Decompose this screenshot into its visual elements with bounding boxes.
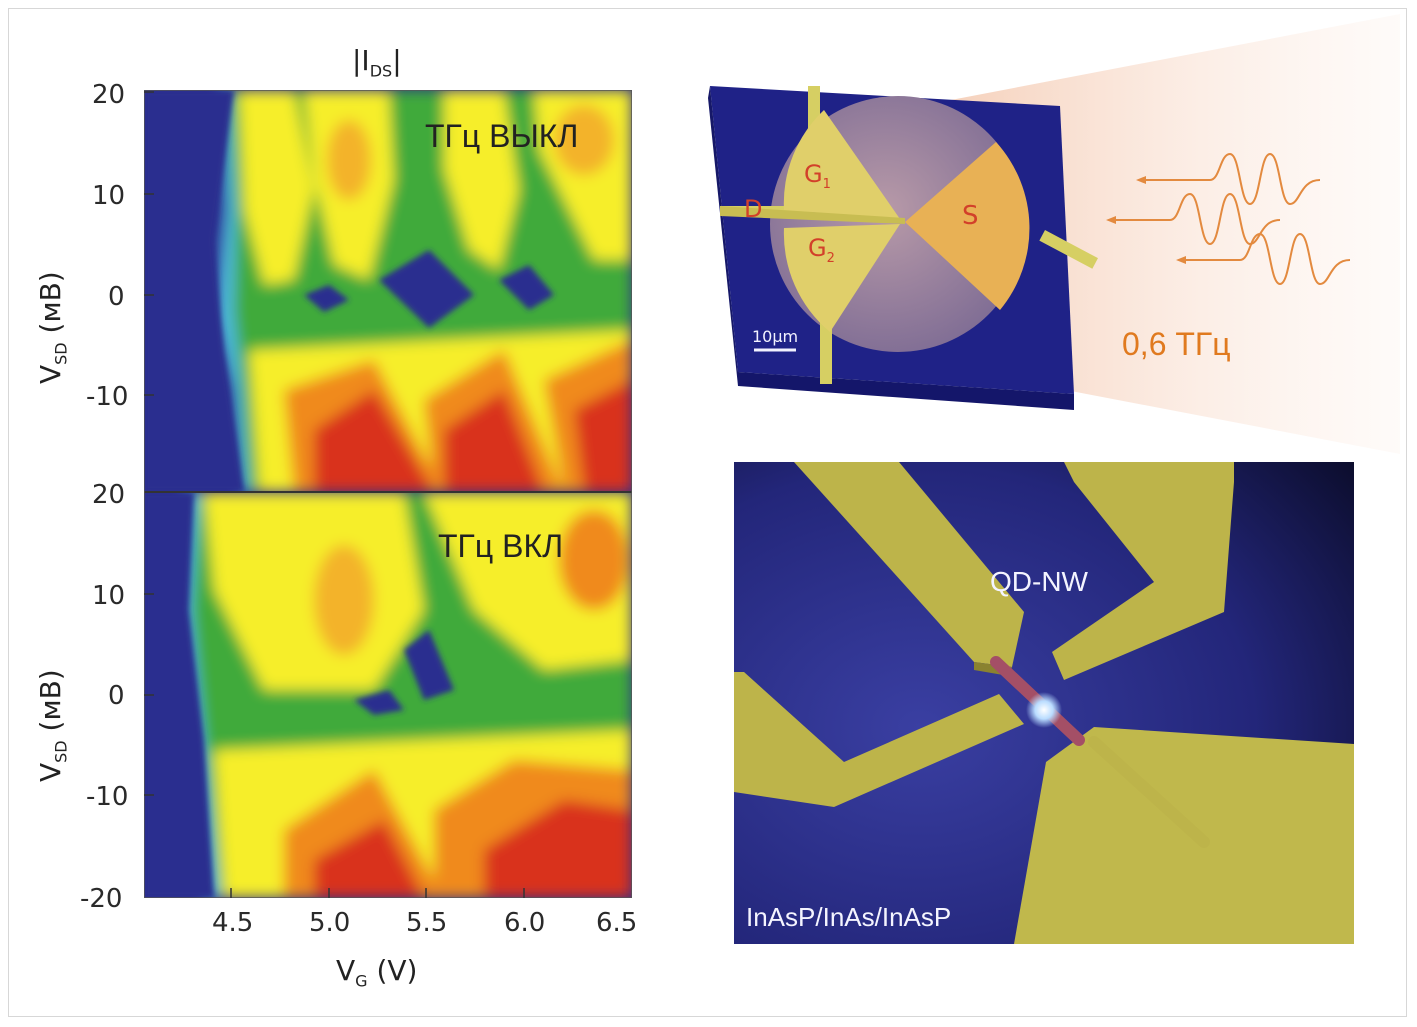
frequency-label: 0,6 ТГц [1122, 326, 1231, 362]
nanowire-tail [1088, 736, 1210, 848]
scale-bar-label: 10μm [752, 327, 798, 346]
top-ytick: 0 [108, 282, 125, 312]
top-y-axis-label: VSD (мВ) [34, 271, 71, 384]
bottom-ytick: 10 [92, 581, 126, 611]
qd-nw-label: QD-NW [990, 566, 1088, 597]
top-map [144, 90, 632, 492]
figure-frame [8, 8, 1407, 1017]
g2-label: G2 [808, 234, 835, 266]
bottom-ytick: 20 [92, 480, 126, 510]
xtick: 4.5 [212, 908, 254, 938]
top-ytick: 20 [92, 80, 126, 110]
xtick: 5.0 [309, 908, 351, 938]
source-lead [1039, 230, 1098, 269]
plot-title: |IDS| [352, 44, 402, 81]
source-electrode [905, 142, 1030, 310]
chip-side [708, 86, 738, 386]
top-ytick: 10 [92, 181, 126, 211]
bottom-y-axis-label: VSD (мВ) [34, 669, 71, 782]
top-panel-label: ТГц ВЫКЛ [425, 118, 579, 154]
bottom-ytick: 0 [108, 681, 125, 711]
bottom-map [144, 492, 632, 898]
x-axis-label: VG (V) [336, 954, 418, 991]
material-label: InAsP/InAs/InAsP [746, 902, 952, 932]
thz-waves [1110, 152, 1351, 286]
wave-arrowhead [1176, 256, 1186, 264]
xtick: 6.5 [596, 908, 638, 938]
xtick: 5.5 [406, 908, 448, 938]
drain-label: D [744, 195, 762, 223]
electrode-top-right [1052, 462, 1234, 680]
conductance-maps [144, 90, 632, 898]
wave-arrowhead [1136, 176, 1146, 184]
wave-arrowhead [1106, 216, 1116, 224]
gate-g1 [783, 110, 900, 219]
electrode-left [734, 672, 1024, 807]
bottom-ytick: -10 [86, 782, 129, 812]
top-ytick: -10 [86, 382, 129, 412]
thz-device-illustration: G1 G2 D S 10μm [708, 14, 1400, 454]
xtick: 6.0 [504, 908, 546, 938]
gate-lead-bottom [820, 314, 832, 384]
bottom-panel-label: ТГц ВКЛ [438, 528, 564, 564]
g1-label: G1 [804, 160, 831, 192]
quantum-dot [1026, 692, 1062, 728]
gate-g2 [783, 224, 900, 332]
sem-image [734, 462, 1354, 944]
drain-finger [720, 206, 905, 224]
source-label: S [962, 201, 979, 231]
bottom-ytick: -20 [80, 884, 123, 914]
electrode-top-left [794, 462, 1024, 667]
electrode-bottom-right [1014, 727, 1354, 944]
